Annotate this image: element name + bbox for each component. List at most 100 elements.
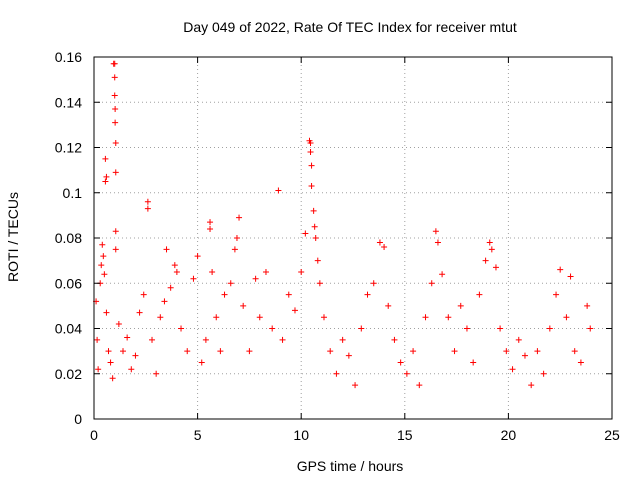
data-point [587, 325, 594, 332]
data-point [463, 325, 470, 332]
data-point [95, 366, 102, 373]
x-tick-label: 25 [604, 427, 620, 443]
data-point [167, 284, 174, 291]
data-point [327, 348, 334, 355]
data-point [486, 239, 493, 246]
data-point [308, 162, 315, 169]
y-tick-labels: 0 0.02 0.04 0.06 0.08 0.1 0.12 0.14 0.16 [55, 49, 82, 427]
grid-lines [94, 57, 612, 419]
data-point [445, 314, 452, 321]
x-tick-label: 15 [397, 427, 413, 443]
data-point [163, 246, 170, 253]
data-point [102, 155, 109, 162]
data-point [198, 359, 205, 366]
data-point [149, 336, 156, 343]
data-point [94, 336, 101, 343]
data-point [528, 382, 535, 389]
data-point [553, 291, 560, 298]
data-point [422, 314, 429, 321]
x-axis-label: GPS time / hours [297, 458, 404, 474]
data-point [307, 149, 314, 156]
data-point [132, 352, 139, 359]
data-point [482, 257, 489, 264]
data-point [111, 74, 118, 81]
data-point [352, 382, 359, 389]
data-point [184, 348, 191, 355]
data-point [333, 370, 340, 377]
data-point [124, 334, 131, 341]
data-point [112, 139, 119, 146]
data-point [314, 257, 321, 264]
data-point [385, 302, 392, 309]
data-point [403, 370, 410, 377]
data-point [112, 228, 119, 235]
data-point [476, 291, 483, 298]
data-point [115, 320, 122, 327]
data-point [207, 219, 214, 226]
data-point [497, 325, 504, 332]
y-tick-label: 0.08 [55, 230, 82, 246]
data-point [173, 268, 180, 275]
y-tick-label: 0.1 [63, 185, 83, 201]
data-point [370, 280, 377, 287]
data-point [275, 187, 282, 194]
data-point [291, 307, 298, 314]
data-points [93, 60, 594, 389]
data-point [209, 268, 216, 275]
x-tick-label: 20 [501, 427, 517, 443]
data-point [397, 359, 404, 366]
axis-ticks [93, 56, 613, 420]
data-point [144, 198, 151, 205]
y-tick-label: 0 [74, 411, 82, 427]
data-point [99, 241, 106, 248]
x-tick-labels: 0 5 10 15 20 25 [90, 427, 620, 443]
data-point [269, 325, 276, 332]
chart-title: Day 049 of 2022, Rate Of TEC Index for r… [183, 19, 517, 35]
y-tick-label: 0.12 [55, 140, 82, 156]
data-point [571, 348, 578, 355]
data-point [221, 291, 228, 298]
y-tick-label: 0.06 [55, 275, 82, 291]
data-point [557, 266, 564, 273]
data-point [236, 214, 243, 221]
data-point [101, 271, 108, 278]
data-point [307, 139, 314, 146]
data-point [540, 370, 547, 377]
data-point [439, 271, 446, 278]
data-point [190, 275, 197, 282]
data-point [432, 228, 439, 235]
data-point [246, 348, 253, 355]
data-point [202, 336, 209, 343]
data-point [109, 375, 116, 382]
x-tick-label: 0 [90, 427, 98, 443]
data-point [102, 178, 109, 185]
data-point [434, 239, 441, 246]
data-point [534, 348, 541, 355]
data-point [107, 359, 114, 366]
data-point [515, 336, 522, 343]
data-point [112, 169, 119, 176]
data-point [100, 253, 107, 260]
y-tick-label: 0.04 [55, 321, 82, 337]
data-point [112, 106, 119, 113]
data-point [171, 262, 178, 269]
data-point [194, 253, 201, 260]
data-point [345, 352, 352, 359]
data-point [103, 173, 110, 180]
data-point [136, 309, 143, 316]
data-point [111, 92, 118, 99]
data-point [157, 314, 164, 321]
y-tick-label: 0.02 [55, 366, 82, 382]
data-point [161, 298, 168, 305]
data-point [240, 302, 247, 309]
data-point [308, 182, 315, 189]
data-point [503, 348, 510, 355]
data-point [312, 235, 319, 241]
data-point [98, 262, 105, 269]
data-point [488, 246, 495, 253]
data-point [302, 230, 309, 237]
data-point [298, 268, 305, 275]
data-point [546, 325, 553, 332]
data-point [112, 246, 119, 253]
data-point [144, 205, 151, 212]
